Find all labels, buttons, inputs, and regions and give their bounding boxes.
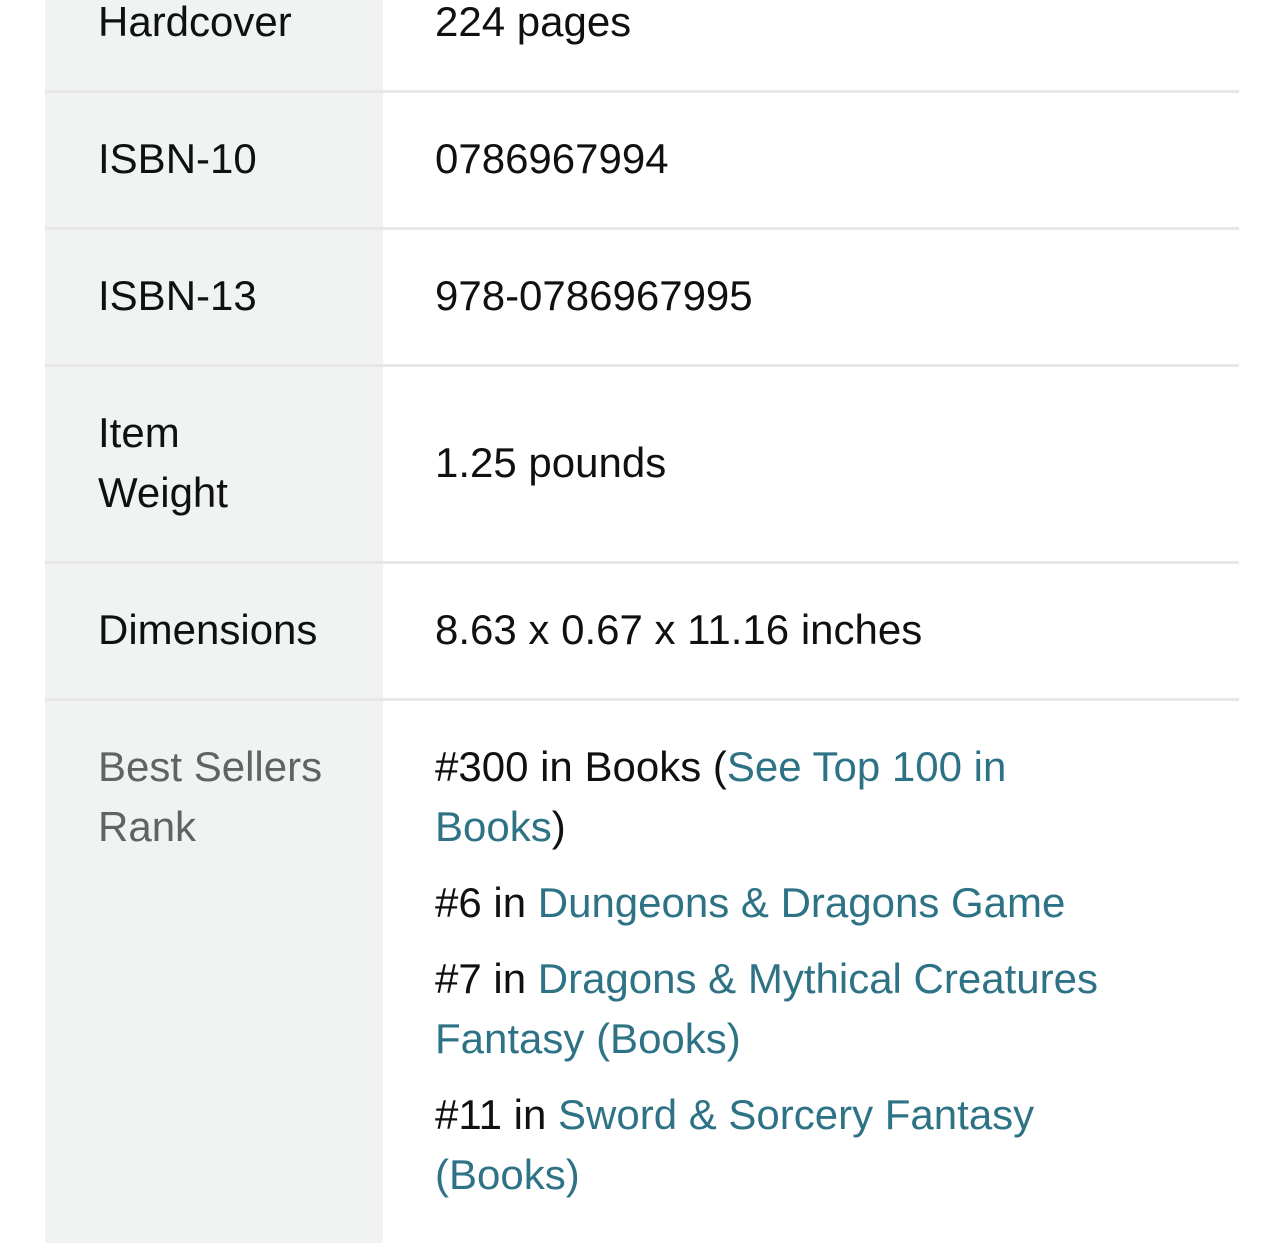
spec-label-text: Item — [98, 409, 180, 456]
table-row-isbn-13: ISBN-13 978-0786967995 — [45, 227, 1239, 364]
spec-value-text: 8.63 x 0.67 x 11.16 inches — [435, 606, 923, 653]
rank-prefix-text: #300 in Books ( — [435, 743, 727, 790]
rank-prefix-text: #6 in — [435, 879, 538, 926]
spec-value-text: 224 pages — [435, 0, 632, 45]
table-row-dimensions: Dimensions 8.63 x 0.67 x 11.16 inches — [45, 561, 1239, 698]
spec-label-isbn-10: ISBN-10 — [45, 93, 383, 227]
spec-label-best-sellers-rank: Best Sellers Rank — [45, 701, 383, 1243]
spec-label-binding: Hardcover — [45, 0, 383, 90]
rank-prefix-text: #7 in — [435, 955, 538, 1002]
spec-value-text: 1.25 pounds — [435, 439, 667, 486]
table-row-best-sellers-rank: Best Sellers Rank #300 in Books (See Top 1… — [45, 698, 1239, 1243]
product-details-table: Hardcover 224 pages ISBN-10 0786967994 ISBN-… — [45, 0, 1239, 1243]
rank-suffix-text: ) — [551, 803, 566, 850]
rank-link-dragons-mythical-creatures-fantasy-books[interactable]: Dragons & Mythical Creatures Fantasy (Bo… — [435, 955, 1098, 1062]
rank-item: #300 in Books (See Top 100 in Books) — [435, 737, 1125, 857]
spec-label-text: Weight — [98, 469, 228, 516]
spec-value-binding: 224 pages — [383, 0, 1239, 90]
table-row-item-weight: Item Weight 1.25 pounds — [45, 364, 1239, 561]
spec-value-item-weight: 1.25 pounds — [383, 367, 1239, 561]
spec-value-text: 0786967994 — [435, 135, 669, 182]
spec-label-item-weight: Item Weight — [45, 367, 383, 561]
spec-value-best-sellers-rank: #300 in Books (See Top 100 in Books) #6 i… — [383, 701, 1239, 1243]
spec-value-text: 978-0786967995 — [435, 272, 753, 319]
table-row-isbn-10: ISBN-10 0786967994 — [45, 90, 1239, 227]
spec-value-isbn-10: 0786967994 — [383, 93, 1239, 227]
spec-label-text: Rank — [98, 803, 197, 850]
spec-label-text: Dimensions — [98, 606, 318, 653]
spec-label-isbn-13: ISBN-13 — [45, 230, 383, 364]
spec-label-text: Best Sellers — [98, 743, 323, 790]
rank-prefix-text: #11 in — [435, 1091, 558, 1138]
rank-link-dungeons-dragons-game[interactable]: Dungeons & Dragons Game — [537, 879, 1066, 926]
spec-label-dimensions: Dimensions — [45, 564, 383, 698]
spec-label-text: ISBN-10 — [98, 135, 257, 182]
spec-label-text: ISBN-13 — [98, 272, 257, 319]
rank-link-sword-sorcery-fantasy-books[interactable]: Sword & Sorcery Fantasy (Books) — [435, 1091, 1035, 1198]
rank-item: #11 in Sword & Sorcery Fantasy (Books) — [435, 1085, 1125, 1205]
rank-link-see-top-100-in-books[interactable]: See Top 100 in Books — [435, 743, 1007, 850]
rank-item: #6 in Dungeons & Dragons Game — [435, 873, 1125, 933]
spec-value-isbn-13: 978-0786967995 — [383, 230, 1239, 364]
spec-value-dimensions: 8.63 x 0.67 x 11.16 inches — [383, 564, 1239, 698]
table-row-binding: Hardcover 224 pages — [45, 0, 1239, 90]
rank-item: #7 in Dragons & Mythical Creatures Fanta… — [435, 949, 1125, 1069]
spec-label-text: Hardcover — [98, 0, 292, 45]
